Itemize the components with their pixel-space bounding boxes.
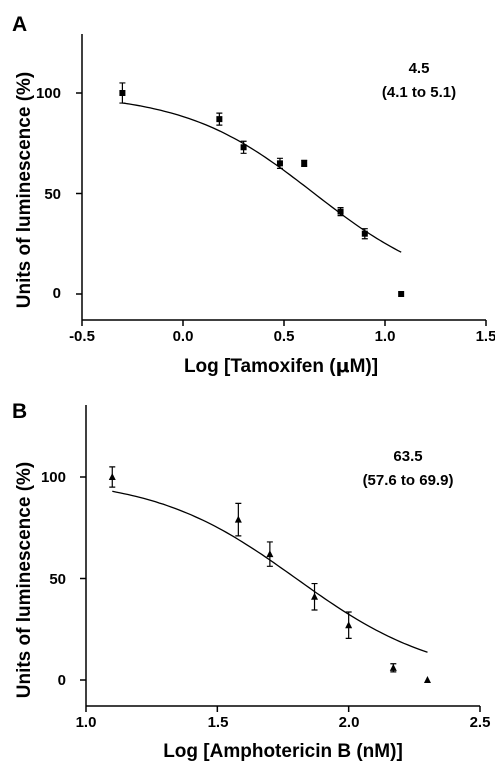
panel-b: B 0 50 100 1.0 1.5 2.0 2.5 Log [Amphoter… [12,400,490,762]
panel-b-point-1 [234,515,242,523]
panel-b-xtick-2.5: 2.5 [470,714,491,731]
panel-b-point-0 [108,473,116,480]
panel-a-ytick-0: 0 [53,285,61,302]
panel-a-error-bars [119,82,368,240]
panel-b-point-6 [423,676,431,683]
panel-a-ec50-ci: (4.1 to 5.1) [382,84,456,101]
panel-a-xtick-0.5: 0.5 [274,328,295,345]
panel-a-point-6 [361,230,368,237]
panel-a-xtick-1.0: 1.0 [375,328,396,345]
panel-b-point-2 [266,550,274,558]
panel-b-x-ticks [85,706,481,712]
panel-a-fit-curve [122,102,402,253]
panel-a-point-3 [276,160,283,167]
panel-a-point-1 [216,116,223,123]
panel-b-xtick-2.0: 2.0 [339,714,360,731]
panel-b-data-points [108,473,431,683]
panel-a-ec50-value: 4.5 [409,60,430,77]
panel-a-y-ticks [76,92,82,295]
panel-a-point-0 [119,90,126,96]
panel-b-y-axis-label: Units of luminescence (%) [14,462,35,699]
panel-a-y-axis-label: Units of luminescence (%) [14,72,35,309]
panel-a-x-ticks [81,320,487,326]
panel-a-point-7 [398,291,405,297]
panel-a-xtick-1.5: 1.5 [476,328,495,345]
panel-b-xtick-1.0: 1.0 [76,714,97,731]
panel-a-x-axis-label: Log [Tamoxifen (μM)] [184,355,378,377]
panel-a-point-5 [337,208,344,215]
panel-a-ytick-50: 50 [44,186,61,203]
panel-b-point-3 [311,592,319,600]
panel-b-error-bars [109,466,397,673]
panel-b-x-axis-label: Log [Amphotericin B (nM)] [163,741,403,762]
panel-b-ytick-50: 50 [49,571,66,588]
panel-b-ytick-0: 0 [58,672,66,689]
panel-b-point-4 [345,621,353,629]
panel-b-ec50-ci: (57.6 to 69.9) [363,472,454,489]
panel-b-ytick-100: 100 [41,469,66,486]
panel-b-ec50-value: 63.5 [393,448,422,465]
panel-a-ytick-100: 100 [36,85,61,102]
panel-a-point-4 [301,160,308,167]
panel-b-label: B [12,400,27,423]
panel-a-data-points [119,90,405,297]
panel-a-point-2 [240,144,247,151]
panel-b-xtick-1.5: 1.5 [208,714,229,731]
panel-b-point-5 [389,663,397,671]
panel-b-fit-curve [112,490,428,653]
panel-b-y-ticks [80,476,86,681]
panel-a-xtick-0.0: 0.0 [173,328,194,345]
panel-a: A 0 50 100 -0.5 0.0 0.5 1.0 1.5 Log [Tam… [12,13,495,377]
panel-a-label: A [12,13,27,36]
panel-a-xtick-neg0.5: -0.5 [69,328,95,345]
